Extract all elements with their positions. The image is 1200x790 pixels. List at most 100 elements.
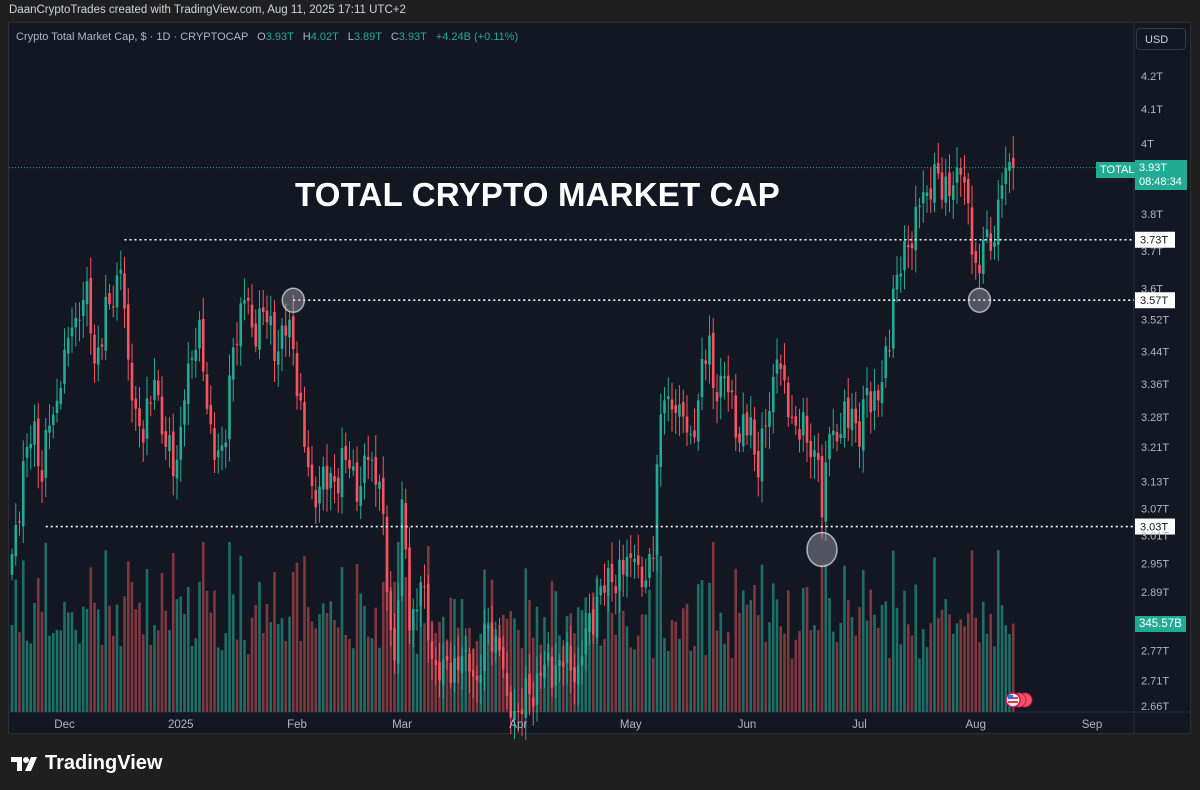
candle-body[interactable] [280,325,284,349]
candle-body[interactable] [734,395,738,438]
candle-body[interactable] [325,465,329,490]
candle-body[interactable] [614,586,618,594]
candle-body[interactable] [1011,157,1015,168]
candle-body[interactable] [400,499,404,597]
candle-body[interactable] [21,461,25,527]
candle-body[interactable] [381,477,385,515]
candle-body[interactable] [411,609,415,631]
candle-body[interactable] [78,319,81,321]
candle-body[interactable] [599,586,603,596]
candle-body[interactable] [220,445,224,451]
candle-body[interactable] [25,446,29,458]
candle-body[interactable] [918,205,921,208]
candle-body[interactable] [314,490,318,508]
candle-body[interactable] [640,566,644,588]
candle-body[interactable] [906,245,910,248]
candle-body[interactable] [505,673,509,696]
candle-body[interactable] [156,380,160,396]
candle-body[interactable] [779,363,783,369]
candle-body[interactable] [854,408,858,424]
candle-body[interactable] [126,304,130,360]
candle-body[interactable] [138,408,141,427]
candle-body[interactable] [306,447,310,468]
candle-body[interactable] [801,412,805,436]
candle-body[interactable] [996,199,1000,245]
currency-button[interactable]: USD [1136,28,1186,50]
candle-body[interactable] [565,641,569,664]
candle-body[interactable] [535,673,539,705]
candle-body[interactable] [846,397,850,428]
candle-body[interactable] [393,628,396,661]
candle-body[interactable] [820,455,824,518]
candle-body[interactable] [625,556,629,577]
candle-body[interactable] [914,206,918,251]
candle-body[interactable] [813,450,816,457]
candle-body[interactable] [936,162,940,174]
candle-body[interactable] [36,418,40,467]
candle-body[interactable] [321,466,325,490]
candle-body[interactable] [835,431,839,442]
candle-body[interactable] [711,332,715,388]
candle-body[interactable] [246,297,250,301]
candle-body[interactable] [696,400,700,442]
candle-body[interactable] [584,628,588,655]
candle-body[interactable] [794,416,798,426]
candle-body[interactable] [486,625,490,628]
candle-body[interactable] [479,675,483,684]
candle-body[interactable] [1000,185,1004,199]
candle-body[interactable] [216,450,220,458]
candle-body[interactable] [861,399,865,451]
candle-body[interactable] [573,667,576,683]
candle-body[interactable] [363,455,366,483]
candle-body[interactable] [715,391,719,402]
candle-body[interactable] [629,553,633,558]
candle-body[interactable] [160,396,164,435]
candle-body[interactable] [494,636,498,653]
candle-body[interactable] [618,559,621,591]
candle-body[interactable] [355,462,359,502]
candle-body[interactable] [580,656,584,666]
candle-body[interactable] [258,308,261,350]
candle-body[interactable] [276,351,280,365]
candle-body[interactable] [644,580,648,588]
candle-body[interactable] [509,692,513,718]
candle-body[interactable] [786,382,790,418]
candle-body[interactable] [558,660,561,666]
candle-body[interactable] [89,277,93,334]
candle-body[interactable] [805,415,809,443]
candle-body[interactable] [231,347,235,380]
candle-body[interactable] [873,391,876,411]
candle-body[interactable] [809,440,813,458]
candle-body[interactable] [336,477,340,494]
candle-body[interactable] [899,273,903,277]
candle-body[interactable] [153,379,156,401]
candle-body[interactable] [228,375,231,440]
candle-body[interactable] [389,591,393,630]
candle-body[interactable] [93,334,96,364]
candle-body[interactable] [378,481,381,489]
candle-body[interactable] [250,304,254,328]
candle-body[interactable] [66,338,70,354]
candle-body[interactable] [678,404,681,417]
candle-body[interactable] [636,555,640,565]
candle-body[interactable] [145,398,149,439]
candle-body[interactable] [141,428,145,443]
candle-body[interactable] [606,567,610,596]
candle-body[interactable] [940,172,944,200]
candle-body[interactable] [576,665,580,685]
candle-body[interactable] [175,459,179,479]
candle-body[interactable] [115,275,119,308]
candle-body[interactable] [693,430,696,438]
candle-body[interactable] [824,462,828,522]
candle-body[interactable] [374,457,378,485]
candle-body[interactable] [895,274,899,290]
candle-body[interactable] [183,400,186,425]
candle-body[interactable] [63,349,66,384]
candle-body[interactable] [880,382,884,404]
candle-body[interactable] [198,319,201,349]
candle-body[interactable] [884,346,888,379]
candle-body[interactable] [798,429,801,440]
candle-body[interactable] [441,659,445,685]
candle-body[interactable] [546,652,550,661]
candle-body[interactable] [685,416,689,433]
